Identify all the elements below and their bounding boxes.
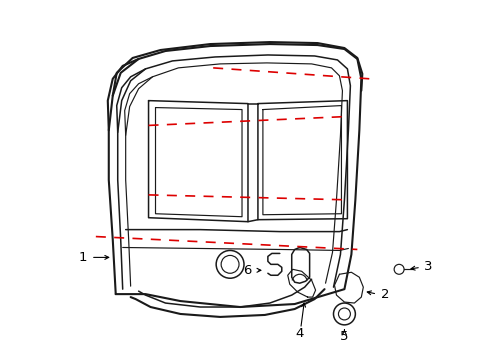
Text: 5: 5 <box>340 330 348 343</box>
Text: 2: 2 <box>381 288 389 301</box>
Text: 1: 1 <box>79 251 87 264</box>
Text: 3: 3 <box>423 260 431 273</box>
Text: 4: 4 <box>295 327 303 340</box>
Text: 6: 6 <box>243 264 251 277</box>
